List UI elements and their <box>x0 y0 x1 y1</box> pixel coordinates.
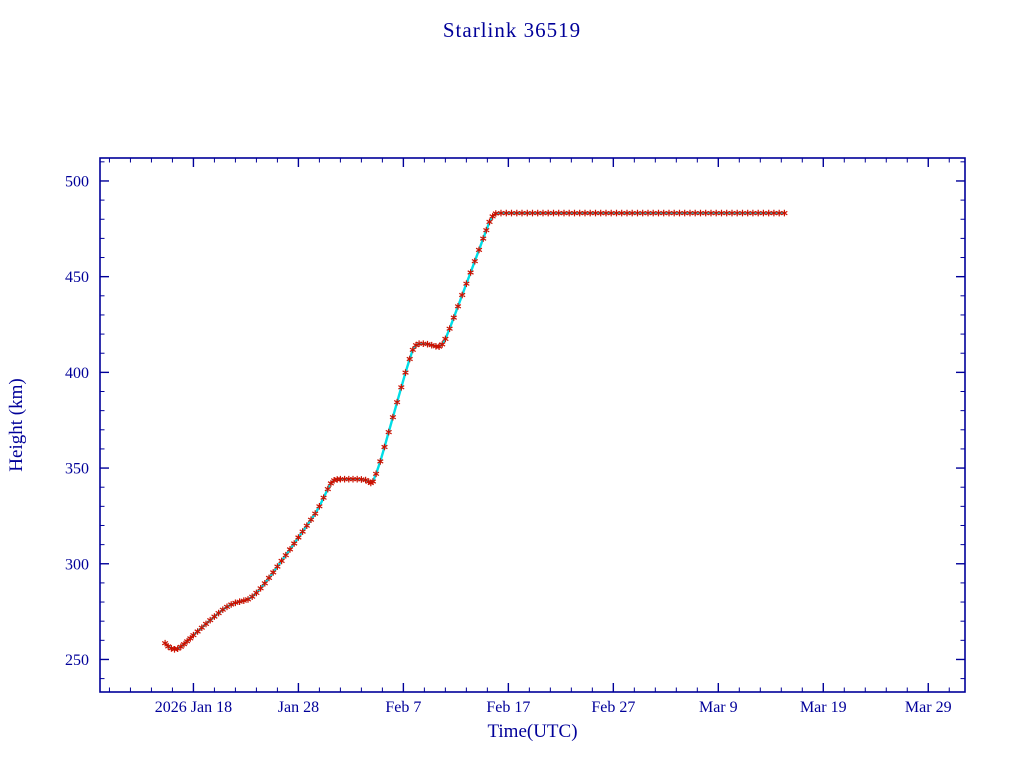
x-tick-label: Mar 9 <box>699 699 738 716</box>
x-tick-label: Jan 28 <box>278 699 319 716</box>
x-tick-label: 2026 Jan 18 <box>155 699 232 716</box>
x-tick-label: Feb 27 <box>591 699 635 716</box>
data-markers-asterisk <box>161 209 788 653</box>
x-tick-label: Mar 29 <box>905 699 952 716</box>
data-line <box>163 211 786 651</box>
y-tick-label: 450 <box>65 269 89 286</box>
plot-frame <box>99 157 966 693</box>
x-tick-label: Feb 7 <box>385 699 421 716</box>
x-tick-label: Mar 19 <box>800 699 847 716</box>
y-tick-label: 300 <box>65 556 89 573</box>
y-tick-label: 250 <box>65 652 89 669</box>
y-axis-label: Height (km) <box>6 378 27 471</box>
x-tick-label: Feb 17 <box>486 699 530 716</box>
x-axis-label: Time(UTC) <box>487 721 577 742</box>
y-tick-label: 500 <box>65 173 89 190</box>
y-tick-label: 400 <box>65 365 89 382</box>
chart-title: Starlink 36519 <box>443 18 581 42</box>
y-tick-label: 350 <box>65 461 89 478</box>
